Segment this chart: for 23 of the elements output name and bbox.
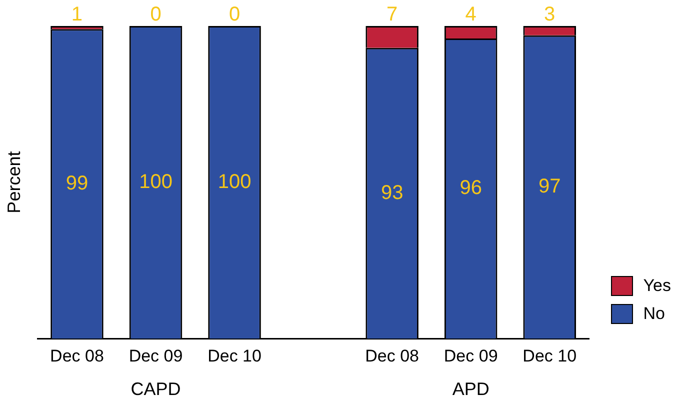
data-label: 97: [538, 176, 561, 198]
data-label: 0: [228, 4, 240, 26]
data-label: 99: [66, 172, 88, 194]
text: No: [643, 304, 665, 324]
data-label: 93: [380, 182, 404, 204]
data-label: 3: [544, 4, 556, 26]
x-tick-label: Dec 09: [444, 346, 498, 366]
data-label: 7: [386, 4, 398, 26]
data-label: 1: [71, 4, 83, 26]
x-tick-label: Dec 08: [365, 346, 420, 366]
x-tick-label: Dec 10: [522, 346, 577, 366]
x-tick-label: Dec 08: [50, 346, 104, 366]
data-label: 0: [150, 4, 162, 26]
y-axis-title: Percent: [4, 151, 24, 214]
text: CAPD: [130, 378, 181, 399]
text: APD: [452, 378, 490, 399]
x-tick-label: Dec 10: [208, 346, 262, 366]
data-label: 100: [218, 170, 252, 193]
x-tick-label: Dec 09: [128, 346, 183, 366]
data-label: 4: [465, 4, 476, 26]
legend-label: Yes: [643, 276, 671, 296]
data-label: 100: [139, 170, 172, 193]
data-label: 96: [460, 177, 482, 200]
